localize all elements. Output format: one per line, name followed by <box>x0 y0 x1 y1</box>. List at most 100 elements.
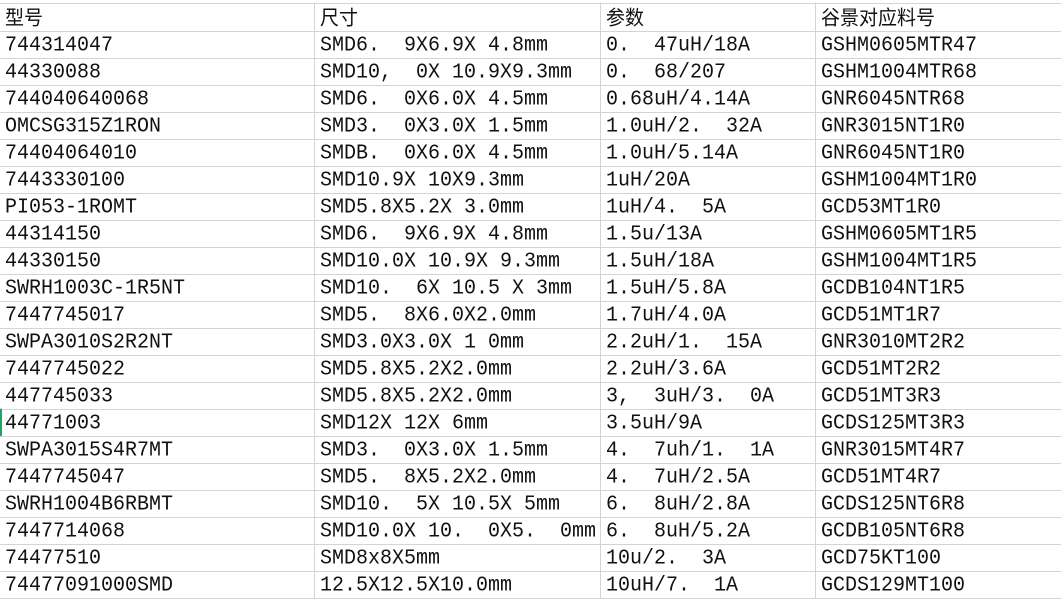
cell-size[interactable]: SMD10, 0X 10.9X9.3mm <box>315 57 601 85</box>
cell-part-number[interactable]: GNR6045NTR68 <box>821 87 966 112</box>
cell-size[interactable]: SMD10.9X 10X9.3mm <box>315 165 601 193</box>
cell-model[interactable]: 7447745022 <box>0 354 315 382</box>
cell-params[interactable]: 0. 68/207 <box>601 57 816 85</box>
cell-params[interactable]: 10u/2. 3A <box>601 543 816 571</box>
cell-part-number[interactable]: GCDS125MT3R3 <box>821 411 966 436</box>
cell-model[interactable]: SWPA3015S4R7MT <box>0 435 315 463</box>
table-row: 744314047 SMD6. 9X6.9X 4.8mm 0. 47uH/18A GS… <box>0 30 1061 59</box>
cell-model[interactable]: SWRH1004B6RBMT <box>0 489 315 517</box>
cell-size[interactable]: SMD6. 9X6.9X 4.8mm <box>315 30 601 58</box>
cell-size[interactable]: SMD12X 12X 6mm <box>315 408 601 436</box>
cell-params[interactable]: 2.2uH/3.6A <box>601 354 816 382</box>
cell-model[interactable]: 74404064010 <box>0 138 315 166</box>
cell-params[interactable]: 10uH/7. 1A <box>601 570 816 598</box>
cell-model[interactable]: 74477091000SMD <box>0 570 315 598</box>
cell-part-number[interactable]: GNR3010MT2R2 <box>821 330 966 355</box>
cell-part-number[interactable]: GCDB105NT6R8 <box>821 519 966 544</box>
cell-size[interactable]: SMD5. 8X5.2X2.0mm <box>315 462 601 490</box>
cell-size[interactable]: SMD3.0X3.0X 1 0mm <box>315 327 601 355</box>
table-row: PI053-1ROMT SMD5.8X5.2X 3.0mm 1uH/4. 5A GCD… <box>0 192 1061 221</box>
cell-part-number[interactable]: GNR6045NT1R0 <box>821 141 966 166</box>
cell-part-number[interactable]: GCD51MT4R7 <box>821 465 942 490</box>
cell-model[interactable]: 7443330100 <box>0 165 315 193</box>
cell-params[interactable]: 1.5uH/5.8A <box>601 273 816 301</box>
cell-params[interactable]: 1.0uH/5.14A <box>601 138 816 166</box>
column-header-size[interactable]: 尺寸 <box>315 2 601 31</box>
cell-part-number[interactable]: GSHM0605MTR47 <box>821 33 978 58</box>
cell-part-number[interactable]: GNR3015MT4R7 <box>821 438 966 463</box>
table-row: 74477510 SMD8x8X5mm 10u/2. 3A GCD75KT100 <box>0 543 1061 572</box>
cell-part-number[interactable]: GNR3015NT1R0 <box>821 114 966 139</box>
cell-model[interactable]: 7447745017 <box>0 300 315 328</box>
cell-size[interactable]: SMD6. 9X6.9X 4.8mm <box>315 219 601 247</box>
cell-model[interactable]: 44771003 <box>0 408 315 436</box>
cell-model[interactable]: SWRH1003C-1R5NT <box>0 273 315 301</box>
cell-model[interactable]: PI053-1ROMT <box>0 192 315 220</box>
table-row: 44771003 SMD12X 12X 6mm 3.5uH/9A GCDS125MT3… <box>0 408 1061 437</box>
table-row: 44314150 SMD6. 9X6.9X 4.8mm 1.5u/13A GSHM06… <box>0 219 1061 248</box>
cell-part-number[interactable]: GCD51MT1R7 <box>821 303 942 328</box>
cell-part-number[interactable]: GSHM1004MT1R5 <box>821 249 978 274</box>
cell-part-number[interactable]: GCDB104NT1R5 <box>821 276 966 301</box>
table-row: SWRH1004B6RBMT SMD10. 5X 10.5X 5mm 6. 8uH/… <box>0 489 1061 518</box>
cell-model[interactable]: 744040640068 <box>0 84 315 112</box>
cell-model[interactable]: SWPA3010S2R2NT <box>0 327 315 355</box>
table-row: 744040640068 SMD6. 0X6.0X 4.5mm 0.68uH/4.1… <box>0 84 1061 113</box>
cell-params[interactable]: 2.2uH/1. 15A <box>601 327 816 355</box>
cell-model[interactable]: 44314150 <box>0 219 315 247</box>
cell-size[interactable]: SMDB. 0X6.0X 4.5mm <box>315 138 601 166</box>
cell-size[interactable]: SMD10.0X 10. 0X5. 0mm <box>315 516 601 544</box>
cell-params[interactable]: 1uH/20A <box>601 165 816 193</box>
cell-model[interactable]: 744314047 <box>0 30 315 58</box>
cell-params[interactable]: 1.5u/13A <box>601 219 816 247</box>
cell-params[interactable]: 1.5uH/18A <box>601 246 816 274</box>
table-row: SWPA3010S2R2NT SMD3.0X3.0X 1 0mm 2.2uH/1. … <box>0 327 1061 356</box>
cell-params[interactable]: 6. 8uH/2.8A <box>601 489 816 517</box>
cell-model[interactable]: 74477510 <box>0 543 315 571</box>
cell-part-number[interactable]: GCD75KT100 <box>821 546 942 571</box>
cell-part-number[interactable]: GCD53MT1R0 <box>821 195 942 220</box>
cell-size[interactable]: 12.5X12.5X10.0mm <box>315 570 601 598</box>
cell-part-number[interactable]: GSHM0605MT1R5 <box>821 222 978 247</box>
cell-size[interactable]: SMD5.8X5.2X2.0mm <box>315 354 601 382</box>
cell-model[interactable]: 7447714068 <box>0 516 315 544</box>
cell-size[interactable]: SMD10. 6X 10.5 X 3mm <box>315 273 601 301</box>
cell-size[interactable]: SMD10.0X 10.9X 9.3mm <box>315 246 601 274</box>
cell-size[interactable]: SMD5.8X5.2X 3.0mm <box>315 192 601 220</box>
table-row: 447745033 SMD5.8X5.2X2.0mm 3, 3uH/3. 0A GCD… <box>0 381 1061 410</box>
cell-params[interactable]: 1.0uH/2. 32A <box>601 111 816 139</box>
cell-params[interactable]: 3, 3uH/3. 0A <box>601 381 816 409</box>
cell-model[interactable]: OMCSG315Z1RON <box>0 111 315 139</box>
cell-size[interactable]: SMD10. 5X 10.5X 5mm <box>315 489 601 517</box>
cell-model[interactable]: 44330150 <box>0 246 315 274</box>
table-row: SWPA3015S4R7MT SMD3. 0X3.0X 1.5mm 4. 7uh/1… <box>0 435 1061 464</box>
cell-size[interactable]: SMD5. 8X6.0X2.0mm <box>315 300 601 328</box>
column-header-model[interactable]: 型号 <box>0 2 315 31</box>
cell-params[interactable]: 1.7uH/4.0A <box>601 300 816 328</box>
cell-params[interactable]: 1uH/4. 5A <box>601 192 816 220</box>
column-header-part-number[interactable]: 谷景对应料号 <box>821 6 936 30</box>
cell-size[interactable]: SMD6. 0X6.0X 4.5mm <box>315 84 601 112</box>
cell-part-number[interactable]: GCDS125NT6R8 <box>821 492 966 517</box>
cell-params[interactable]: 6. 8uH/5.2A <box>601 516 816 544</box>
cell-model[interactable]: 7447745047 <box>0 462 315 490</box>
cell-model[interactable]: 447745033 <box>0 381 315 409</box>
table-row: 74477091000SMD 12.5X12.5X10.0mm 10uH/7. 1A… <box>0 570 1061 599</box>
cell-size[interactable]: SMD5.8X5.2X2.0mm <box>315 381 601 409</box>
cell-size[interactable]: SMD3. 0X3.0X 1.5mm <box>315 435 601 463</box>
cell-part-number[interactable]: GCDS129MT100 <box>821 573 966 598</box>
cell-params[interactable]: 0.68uH/4.14A <box>601 84 816 112</box>
cell-part-number[interactable]: GSHM1004MTR68 <box>821 60 978 85</box>
cell-params[interactable]: 4. 7uH/2.5A <box>601 462 816 490</box>
cell-params[interactable]: 3.5uH/9A <box>601 408 816 436</box>
table-row: 74404064010 SMDB. 0X6.0X 4.5mm 1.0uH/5.14A… <box>0 138 1061 167</box>
cell-params[interactable]: 0. 47uH/18A <box>601 30 816 58</box>
cell-part-number[interactable]: GCD51MT2R2 <box>821 357 942 382</box>
column-header-params[interactable]: 参数 <box>601 2 816 31</box>
cell-size[interactable]: SMD8x8X5mm <box>315 543 601 571</box>
cell-model[interactable]: 44330088 <box>0 57 315 85</box>
cell-size[interactable]: SMD3. 0X3.0X 1.5mm <box>315 111 601 139</box>
cell-part-number[interactable]: GCD51MT3R3 <box>821 384 942 409</box>
cell-part-number[interactable]: GSHM1004MT1R0 <box>821 168 978 193</box>
cell-params[interactable]: 4. 7uh/1. 1A <box>601 435 816 463</box>
